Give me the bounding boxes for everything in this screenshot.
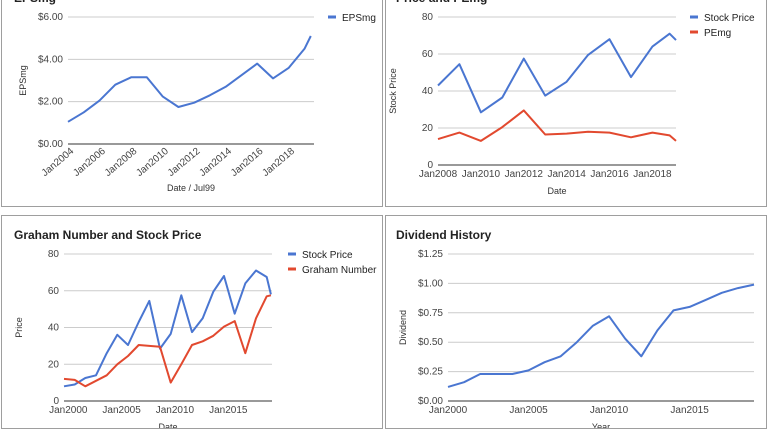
graham-y-axis-label: Price <box>14 317 24 338</box>
price-pe-legend-label-1: PEmg <box>704 28 731 39</box>
eps-xtick-label: Jan2012 <box>166 146 203 179</box>
eps-xtick-label: Jan2006 <box>71 146 108 179</box>
eps-ytick-label: $4.00 <box>38 54 63 65</box>
dividend-xtick-label: Jan2005 <box>509 405 548 416</box>
eps-xtick-label: Jan2004 <box>40 146 77 179</box>
eps-xtick-label: Jan2008 <box>103 146 140 179</box>
price-pe-chart: Price and PEmg 0 20 40 60 80 Jan2008 Jan2010 Jan… <box>388 0 755 196</box>
price-pe-xtick-label: Jan2018 <box>633 169 672 180</box>
price-pe-series-line-1 <box>437 109 677 142</box>
dividend-ytick-label: $0.50 <box>418 337 443 348</box>
dividend-x-axis-label: Year <box>592 422 610 429</box>
graham-xtick-label: Jan2000 <box>49 405 88 416</box>
price-pe-ytick-label: 80 <box>422 12 434 23</box>
eps-ytick-label: $6.00 <box>38 12 63 23</box>
graham-ytick-label: 40 <box>48 323 60 334</box>
price-pe-xtick-label: Jan2014 <box>547 169 586 180</box>
eps-xtick-label: Jan2014 <box>197 146 234 179</box>
eps-x-axis-label: Date / Jul99 <box>167 183 215 193</box>
dividend-ytick-label: $1.25 <box>418 249 443 260</box>
dividend-ytick-label: $0.25 <box>418 367 443 378</box>
eps-xtick-label: Jan2016 <box>229 146 266 179</box>
eps-ytick-label: $0.00 <box>38 139 63 150</box>
price-pe-title: Price and PEmg <box>396 0 487 5</box>
graham-xtick-label: Jan2015 <box>209 405 248 416</box>
dividend-ytick-label: $0.75 <box>418 308 443 319</box>
dividend-title: Dividend History <box>396 228 492 242</box>
dividend-xtick-label: Jan2010 <box>590 405 629 416</box>
graham-series-line-0 <box>63 269 272 388</box>
price-pe-series-line-0 <box>437 32 677 114</box>
eps-title: EPSmg <box>14 0 56 5</box>
graham-series-line-1 <box>63 294 272 388</box>
price-pe-y-axis-label: Stock Price <box>388 68 398 114</box>
price-pe-ytick-label: 40 <box>422 86 434 97</box>
graham-xtick-label: Jan2010 <box>156 405 195 416</box>
eps-ytick-label: $2.00 <box>38 97 63 108</box>
price-pe-xtick-label: Jan2008 <box>419 169 458 180</box>
graham-legend-label-0: Stock Price <box>302 250 353 261</box>
eps-xtick-label: Jan2010 <box>134 146 171 179</box>
graham-chart-panel: Graham Number and Stock Price 0 20 40 60 80 Ja… <box>1 215 383 429</box>
graham-ytick-label: 80 <box>48 249 60 260</box>
dividend-chart-panel: Dividend History $0.00 $0.25 $0.50 $0.75 $1.0… <box>385 215 767 429</box>
price-pe-xtick-label: Jan2016 <box>590 169 629 180</box>
eps-chart: EPSmg$0.00$2.00$4.00$6.00Jan2004Jan2006J… <box>14 0 376 193</box>
price-pe-chart-panel: Price and PEmg 0 20 40 60 80 Jan2008 Jan2010 Jan… <box>385 0 767 207</box>
dividend-xtick-label: Jan2015 <box>670 405 709 416</box>
graham-legend-label-1: Graham Number <box>302 265 377 276</box>
price-pe-ytick-label: 60 <box>422 49 434 60</box>
graham-ytick-label: 60 <box>48 286 60 297</box>
price-pe-xtick-label: Jan2012 <box>505 169 544 180</box>
graham-ytick-label: 20 <box>48 359 60 370</box>
graham-chart: Graham Number and Stock Price 0 20 40 60 80 Ja… <box>14 228 377 429</box>
graham-x-axis-label: Date <box>158 422 177 429</box>
graham-title: Graham Number and Stock Price <box>14 228 202 242</box>
dividend-ytick-label: $0.00 <box>418 396 443 407</box>
dividend-series-line-0 <box>447 283 755 388</box>
price-pe-ytick-label: 20 <box>422 123 434 134</box>
dividend-y-axis-label: Dividend <box>398 310 408 345</box>
price-pe-ytick-label: 0 <box>427 160 433 171</box>
price-pe-x-axis-label: Date <box>547 186 566 196</box>
price-pe-legend-label-0: Stock Price <box>704 13 755 24</box>
dividend-xtick-label: Jan2000 <box>429 405 468 416</box>
eps-legend-label-0: EPSmg <box>342 13 376 24</box>
eps-series-line-0 <box>67 35 312 123</box>
graham-xtick-label: Jan2005 <box>102 405 141 416</box>
eps-xtick-label: Jan2018 <box>261 146 298 179</box>
eps-y-axis-label: EPSmg <box>18 65 28 96</box>
eps-chart-panel: EPSmg$0.00$2.00$4.00$6.00Jan2004Jan2006J… <box>1 0 383 207</box>
dividend-ytick-label: $1.00 <box>418 278 443 289</box>
dividend-chart: Dividend History $0.00 $0.25 $0.50 $0.75 $1.0… <box>396 228 755 429</box>
graham-ytick-label: 0 <box>53 396 59 407</box>
price-pe-xtick-label: Jan2010 <box>462 169 501 180</box>
